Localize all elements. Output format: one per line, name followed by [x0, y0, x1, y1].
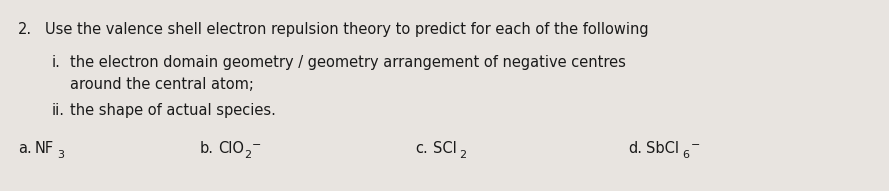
Text: 2.: 2. [18, 22, 32, 37]
Text: c.: c. [415, 141, 428, 156]
Text: ii.: ii. [52, 103, 65, 118]
Text: a.: a. [18, 141, 32, 156]
Text: 3: 3 [57, 150, 64, 160]
Text: −: − [691, 140, 701, 150]
Text: ClO: ClO [218, 141, 244, 156]
Text: the shape of actual species.: the shape of actual species. [70, 103, 276, 118]
Text: d.: d. [628, 141, 642, 156]
Text: b.: b. [200, 141, 214, 156]
Text: i.: i. [52, 55, 60, 70]
Text: the electron domain geometry / geometry arrangement of negative centres: the electron domain geometry / geometry … [70, 55, 626, 70]
Text: NF: NF [35, 141, 54, 156]
Text: 2: 2 [459, 150, 466, 160]
Text: SCl: SCl [433, 141, 457, 156]
Text: −: − [252, 140, 261, 150]
Text: around the central atom;: around the central atom; [70, 77, 254, 92]
Text: Use the valence shell electron repulsion theory to predict for each of the follo: Use the valence shell electron repulsion… [45, 22, 649, 37]
Text: SbCl: SbCl [646, 141, 679, 156]
Text: 6: 6 [682, 150, 689, 160]
Text: 2: 2 [244, 150, 251, 160]
